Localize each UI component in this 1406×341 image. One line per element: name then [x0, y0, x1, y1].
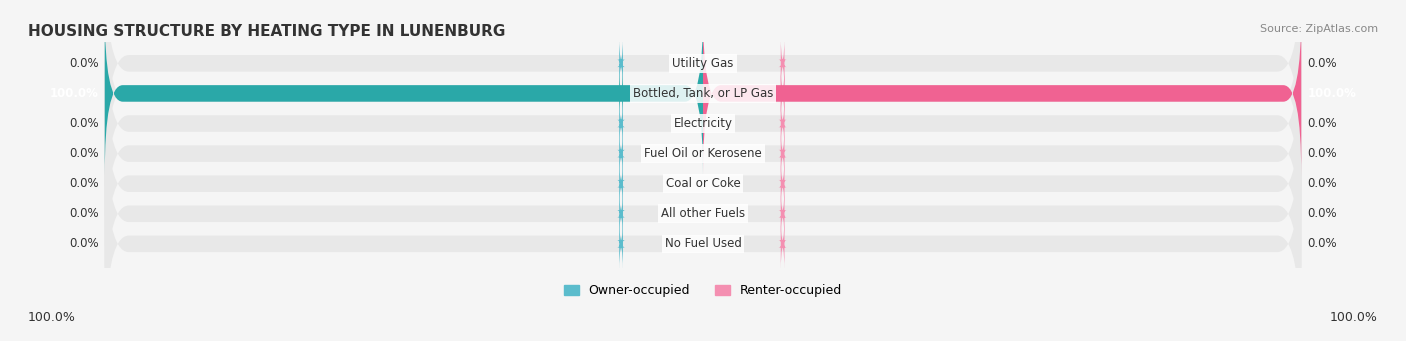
Text: All other Fuels: All other Fuels: [661, 207, 745, 220]
FancyBboxPatch shape: [104, 0, 1302, 206]
FancyBboxPatch shape: [779, 37, 787, 90]
FancyBboxPatch shape: [104, 12, 703, 175]
Text: 0.0%: 0.0%: [69, 207, 98, 220]
Text: 0.0%: 0.0%: [69, 237, 98, 250]
FancyBboxPatch shape: [779, 127, 787, 180]
Text: 0.0%: 0.0%: [1308, 237, 1337, 250]
Text: Utility Gas: Utility Gas: [672, 57, 734, 70]
Text: 0.0%: 0.0%: [69, 57, 98, 70]
Legend: Owner-occupied, Renter-occupied: Owner-occupied, Renter-occupied: [558, 279, 848, 302]
FancyBboxPatch shape: [104, 102, 1302, 326]
FancyBboxPatch shape: [617, 127, 626, 180]
Text: 0.0%: 0.0%: [1308, 147, 1337, 160]
Text: 0.0%: 0.0%: [1308, 117, 1337, 130]
Text: 0.0%: 0.0%: [69, 117, 98, 130]
Text: HOUSING STRUCTURE BY HEATING TYPE IN LUNENBURG: HOUSING STRUCTURE BY HEATING TYPE IN LUN…: [28, 24, 506, 39]
FancyBboxPatch shape: [779, 157, 787, 210]
Text: 0.0%: 0.0%: [1308, 177, 1337, 190]
FancyBboxPatch shape: [617, 67, 626, 120]
Text: 0.0%: 0.0%: [1308, 57, 1337, 70]
Text: Fuel Oil or Kerosene: Fuel Oil or Kerosene: [644, 147, 762, 160]
FancyBboxPatch shape: [779, 97, 787, 150]
Text: 100.0%: 100.0%: [1308, 87, 1357, 100]
Text: Bottled, Tank, or LP Gas: Bottled, Tank, or LP Gas: [633, 87, 773, 100]
Text: No Fuel Used: No Fuel Used: [665, 237, 741, 250]
Text: 100.0%: 100.0%: [28, 311, 76, 324]
FancyBboxPatch shape: [104, 132, 1302, 341]
Text: Electricity: Electricity: [673, 117, 733, 130]
Text: 100.0%: 100.0%: [1330, 311, 1378, 324]
Text: Coal or Coke: Coal or Coke: [665, 177, 741, 190]
FancyBboxPatch shape: [779, 188, 787, 240]
FancyBboxPatch shape: [104, 42, 1302, 266]
Text: 0.0%: 0.0%: [1308, 207, 1337, 220]
FancyBboxPatch shape: [617, 157, 626, 210]
FancyBboxPatch shape: [617, 37, 626, 90]
FancyBboxPatch shape: [617, 188, 626, 240]
Text: 0.0%: 0.0%: [69, 147, 98, 160]
FancyBboxPatch shape: [779, 67, 787, 120]
FancyBboxPatch shape: [104, 0, 1302, 175]
Text: 100.0%: 100.0%: [49, 87, 98, 100]
Text: Source: ZipAtlas.com: Source: ZipAtlas.com: [1260, 24, 1378, 34]
FancyBboxPatch shape: [703, 12, 1302, 175]
Text: 0.0%: 0.0%: [69, 177, 98, 190]
FancyBboxPatch shape: [779, 218, 787, 270]
FancyBboxPatch shape: [104, 72, 1302, 296]
FancyBboxPatch shape: [104, 12, 1302, 236]
FancyBboxPatch shape: [617, 97, 626, 150]
FancyBboxPatch shape: [617, 218, 626, 270]
